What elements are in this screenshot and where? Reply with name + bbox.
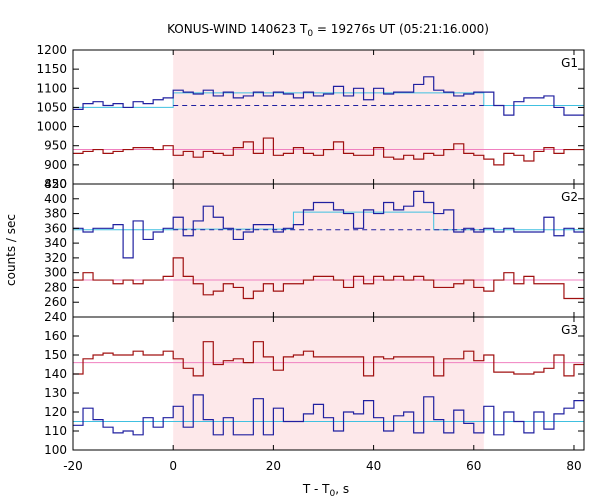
y-tick-label: 850 <box>44 177 67 191</box>
y-tick-label: 1100 <box>36 81 67 95</box>
plot-layer: 85090095010001050110011501200G1240260280… <box>36 43 585 473</box>
burst-interval-highlight <box>173 50 484 450</box>
panel-label-g2: G2 <box>561 190 578 204</box>
y-tick-label: 1050 <box>36 100 67 114</box>
y-tick-label: 130 <box>44 386 67 400</box>
y-tick-label: 360 <box>44 221 67 235</box>
histogram-g1-red <box>73 137 584 166</box>
panel-frame-g3 <box>72 316 585 451</box>
y-tick-label: 950 <box>44 139 67 153</box>
y-axis-label: counts / sec <box>4 214 18 286</box>
y-tick-label: 140 <box>44 367 67 381</box>
chart-title: KONUS-WIND 140623 T0 = 19276s UT (05:21:… <box>167 22 489 39</box>
y-tick-label: 1000 <box>36 120 67 134</box>
x-tick-label: 80 <box>566 459 581 473</box>
panel-g3: 100 110 120 130 140 150 160 G3 <box>44 316 585 457</box>
x-axis-label-subscript: 0 <box>330 489 336 499</box>
y-tick-label: 380 <box>44 207 67 221</box>
y-tick-label: 160 <box>44 329 67 343</box>
histogram-g2-red <box>73 257 584 300</box>
x-axis-label-rest: , s <box>335 482 349 496</box>
chart-title-subscript: 0 <box>307 29 313 39</box>
chart-title-rest: = 19276s UT (05:21:16.000) <box>313 22 489 36</box>
x-axis-label-main: T - T <box>302 482 330 496</box>
panel-label-g1: G1 <box>561 56 578 70</box>
x-tick-label: 20 <box>266 459 281 473</box>
y-tick-label: 110 <box>44 424 67 438</box>
y-tick-label: 900 <box>44 158 67 172</box>
x-tick-label: 0 <box>169 459 177 473</box>
y-tick-label: 400 <box>44 192 67 206</box>
y-tick-label: 320 <box>44 251 67 265</box>
x-tick-label: -20 <box>63 459 83 473</box>
y-tick-label: 260 <box>44 295 67 309</box>
y-tick-label: 240 <box>44 310 67 324</box>
x-tick-label: 40 <box>366 459 381 473</box>
y-tick-label: 340 <box>44 236 67 250</box>
y-tick-label: 300 <box>44 266 67 280</box>
panel-label-g3: G3 <box>561 323 578 337</box>
chart-title-main: KONUS-WIND 140623 T <box>167 22 308 36</box>
histogram-g2-blue <box>73 190 584 259</box>
y-tick-label: 1200 <box>36 43 67 57</box>
histogram-g3-red <box>73 341 584 377</box>
x-tick-label: 60 <box>466 459 481 473</box>
y-tick-label: 420 <box>44 177 67 191</box>
y-tick-label: 280 <box>44 280 67 294</box>
y-tick-label: 1150 <box>36 62 67 76</box>
y-tick-label: 150 <box>44 348 67 362</box>
y-tick-label: 100 <box>44 443 67 457</box>
histogram-g1-blue <box>73 76 584 116</box>
histogram-g3-blue <box>73 394 584 436</box>
y-tick-label: 120 <box>44 405 67 419</box>
x-axis-label: T - T0, s <box>302 482 349 499</box>
